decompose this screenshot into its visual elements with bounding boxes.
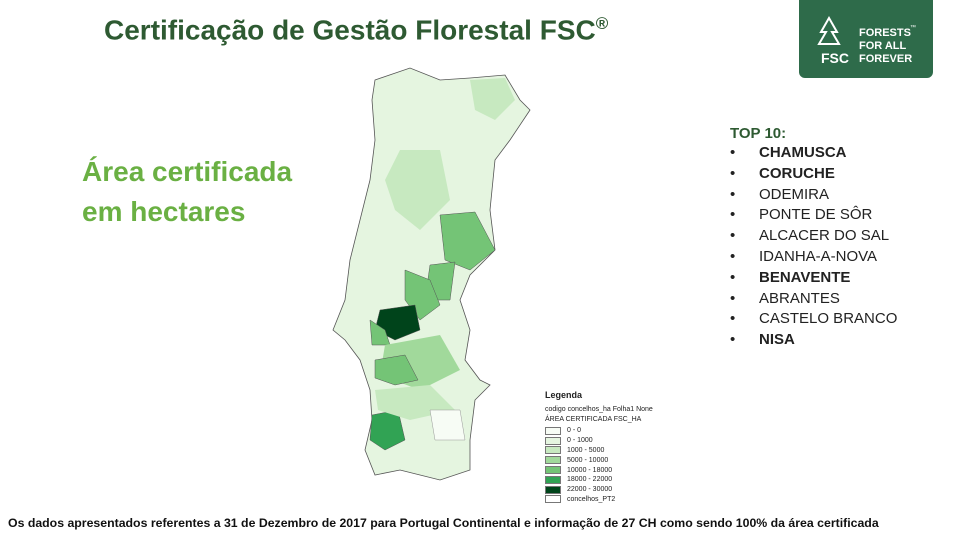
legend-label: 5000 - 10000 — [567, 456, 609, 464]
top10-item: • CHAMUSCA — [730, 144, 897, 165]
top10-name: NISA — [759, 331, 795, 349]
legend-item: concelhos_PT2 — [545, 495, 653, 505]
legend-item: 0 - 0 — [545, 426, 653, 436]
registered-mark: ® — [595, 14, 609, 33]
legend-swatch — [545, 485, 561, 494]
top10-item: • ALCACER DO SAL — [730, 227, 897, 248]
footer: Os dados apresentados referentes a 31 de… — [8, 516, 879, 530]
legend-swatch — [545, 475, 561, 484]
bullet: • — [730, 227, 736, 245]
bullet: • — [730, 268, 736, 286]
legend-item: 18000 - 22000 — [545, 475, 653, 485]
top10-item: • BENAVENTE — [730, 269, 897, 290]
subtitle-line: Área certificada — [82, 156, 293, 187]
top10-name: CORUCHE — [759, 164, 835, 182]
top10-item: • PONTE DE SÔR — [730, 206, 897, 227]
top10-name: BENAVENTE — [759, 268, 851, 286]
legend-label: 22000 - 30000 — [567, 486, 613, 494]
fsc-logo: FSC FORESTS FOR ALL FOREVER ™ — [799, 0, 933, 78]
top10-name: ODEMIRA — [759, 185, 830, 203]
top10-item: • ABRANTES — [730, 290, 897, 311]
logo-line: FOR ALL — [859, 40, 907, 52]
bullet: • — [730, 144, 736, 161]
region — [429, 409, 466, 441]
top10-item: • NISA — [730, 331, 897, 352]
bullet: • — [730, 289, 736, 307]
top10-item: • ODEMIRA — [730, 186, 897, 207]
legend: Legenda codigo concelhos_ha Folha1 None … — [545, 390, 653, 504]
title: Certificação de Gestão Florestal FSC® — [104, 14, 608, 46]
legend-item: 10000 - 18000 — [545, 465, 653, 475]
logo-art: FSC FORESTS FOR ALL FOREVER ™ — [817, 15, 916, 66]
top10-name: CASTELO BRANCO — [759, 310, 898, 328]
legend-item: 0 - 1000 — [545, 436, 653, 446]
top10-item: • IDANHA-A-NOVA — [730, 248, 897, 269]
legend-label: 1000 - 5000 — [567, 446, 605, 454]
legend-swatch — [545, 495, 561, 504]
logo-line: FOREVER — [859, 53, 912, 65]
logo-tm: ™ — [910, 24, 916, 31]
legend-swatch — [545, 426, 561, 435]
top10-name: PONTE DE SÔR — [759, 206, 873, 224]
top10-name: IDANHA-A-NOVA — [759, 247, 878, 265]
bullet: • — [730, 164, 736, 182]
subtitle-line: em hectares — [82, 196, 246, 227]
legend-layer: codigo concelhos_ha Folha1 None — [545, 406, 653, 413]
legend-item: 5000 - 10000 — [545, 455, 653, 465]
region — [439, 211, 496, 271]
tree-icon — [817, 15, 841, 45]
legend-swatch — [545, 436, 561, 445]
legend-label: concelhos_PT2 — [567, 495, 616, 503]
region — [385, 150, 450, 230]
top10: TOP 10: • CHAMUSCA • CORUCHE • ODEMIRA • PONTE D… — [730, 125, 897, 352]
region — [470, 78, 515, 120]
logo-mark: FSC — [821, 50, 849, 66]
logo-line: FORESTS — [859, 27, 911, 39]
top10-heading: TOP 10: — [730, 125, 787, 142]
top10-item: • CASTELO BRANCO — [730, 310, 897, 331]
legend-swatch — [545, 456, 561, 465]
legend-label: 18000 - 22000 — [567, 476, 613, 484]
region — [374, 354, 419, 386]
top10-name: CHAMUSCA — [759, 144, 847, 161]
top10-name: ALCACER DO SAL — [759, 227, 890, 245]
legend-label: 0 - 1000 — [567, 437, 593, 445]
top10-name: ABRANTES — [759, 289, 840, 307]
legend-swatch — [545, 466, 561, 475]
top10-item: • CORUCHE — [730, 165, 897, 186]
legend-label: 10000 - 18000 — [567, 466, 613, 474]
subtitle: Área certificada em hectares — [82, 152, 292, 232]
bullet: • — [730, 331, 736, 349]
bullet: • — [730, 185, 736, 203]
legend-swatch — [545, 446, 561, 455]
legend-title: Legenda — [545, 390, 583, 400]
legend-label: 0 - 0 — [567, 427, 582, 435]
bullet: • — [730, 206, 736, 224]
title-text: Certificação de Gestão Florestal FSC — [104, 14, 596, 46]
bullet: • — [730, 310, 736, 328]
legend-item: 1000 - 5000 — [545, 446, 653, 456]
legend-item: 22000 - 30000 — [545, 485, 653, 495]
bullet: • — [730, 247, 736, 265]
legend-field: ÁREA CERTIFICADA FSC_HA — [545, 416, 642, 423]
